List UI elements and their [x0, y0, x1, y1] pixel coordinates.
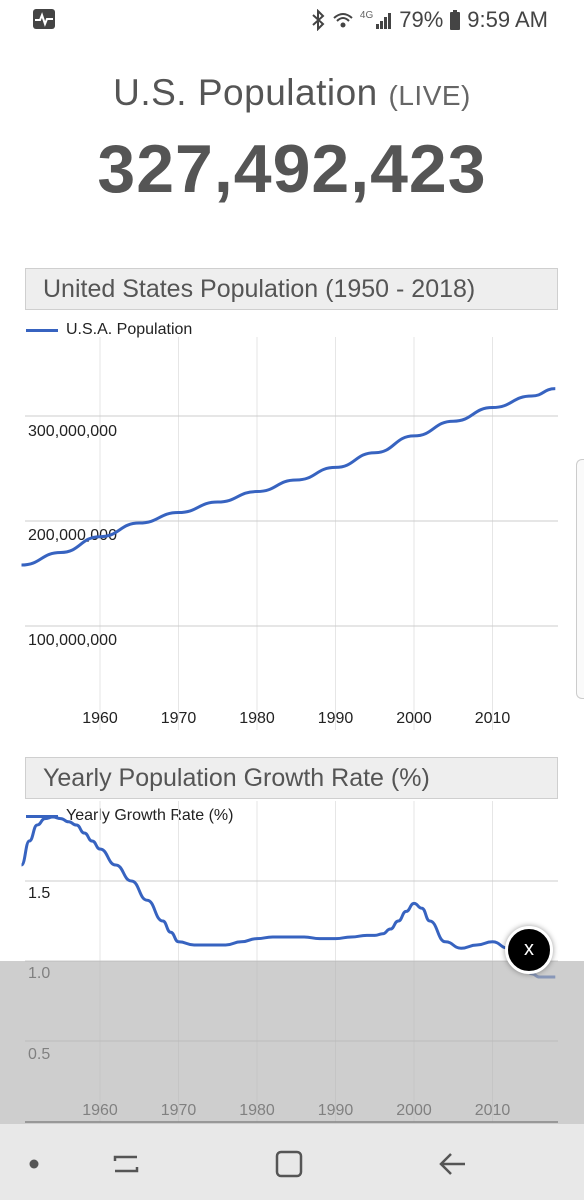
series-line	[20, 815, 556, 979]
population-chart: 100,000,000 200,000,000 300,000,000 1960 197…	[21, 337, 558, 730]
population-chart-title: United States Population (1950 - 2018)	[25, 268, 558, 310]
y-tick-label: 200,000,000	[28, 527, 117, 544]
overlay-shade	[0, 961, 584, 1124]
y-tick-label: 300,000,000	[28, 423, 117, 440]
x-tick-label: 1980	[239, 710, 275, 727]
dot-icon[interactable]	[14, 1144, 54, 1184]
navigation-bar	[0, 1124, 584, 1200]
home-icon[interactable]	[269, 1144, 309, 1184]
population-count: 327,492,423	[97, 131, 487, 207]
status-bar: 4G 79% 9:59 AM	[0, 0, 584, 40]
back-icon[interactable]	[432, 1144, 472, 1184]
x-tick-label: 2000	[396, 710, 432, 727]
signal-icon	[375, 10, 393, 30]
activity-monitor-icon	[32, 8, 56, 30]
x-tick-label: 1970	[161, 710, 197, 727]
clock: 9:59 AM	[467, 7, 548, 32]
network-type: 4G	[359, 9, 374, 21]
recent-apps-icon[interactable]	[106, 1144, 146, 1184]
page-title: U.S. Population (LIVE)	[0, 72, 584, 114]
battery-icon	[449, 9, 461, 31]
x-tick-label: 1990	[318, 710, 354, 727]
bluetooth-icon	[310, 9, 326, 31]
battery-percent: 79%	[399, 7, 444, 32]
growth-legend: Yearly Growth Rate (%)	[26, 807, 233, 825]
legend-swatch	[26, 814, 58, 818]
x-tick-label: 1960	[82, 710, 118, 727]
x-tick-label: 2010	[475, 710, 511, 727]
wifi-icon	[332, 10, 354, 30]
growth-chart-title: Yearly Population Growth Rate (%)	[25, 757, 558, 799]
legend-label: U.S.A. Population	[66, 321, 193, 338]
y-tick-label: 100,000,000	[28, 632, 117, 649]
legend-swatch	[26, 328, 58, 332]
edge-panel-handle[interactable]	[576, 459, 584, 699]
population-legend: U.S.A. Population	[26, 321, 192, 339]
live-label: (LIVE)	[388, 80, 471, 111]
legend-label: Yearly Growth Rate (%)	[66, 807, 234, 824]
y-tick-label: 1.5	[28, 885, 50, 902]
close-button[interactable]: x	[505, 926, 553, 974]
title-text: U.S. Population	[113, 72, 378, 113]
series-line	[21, 387, 556, 567]
